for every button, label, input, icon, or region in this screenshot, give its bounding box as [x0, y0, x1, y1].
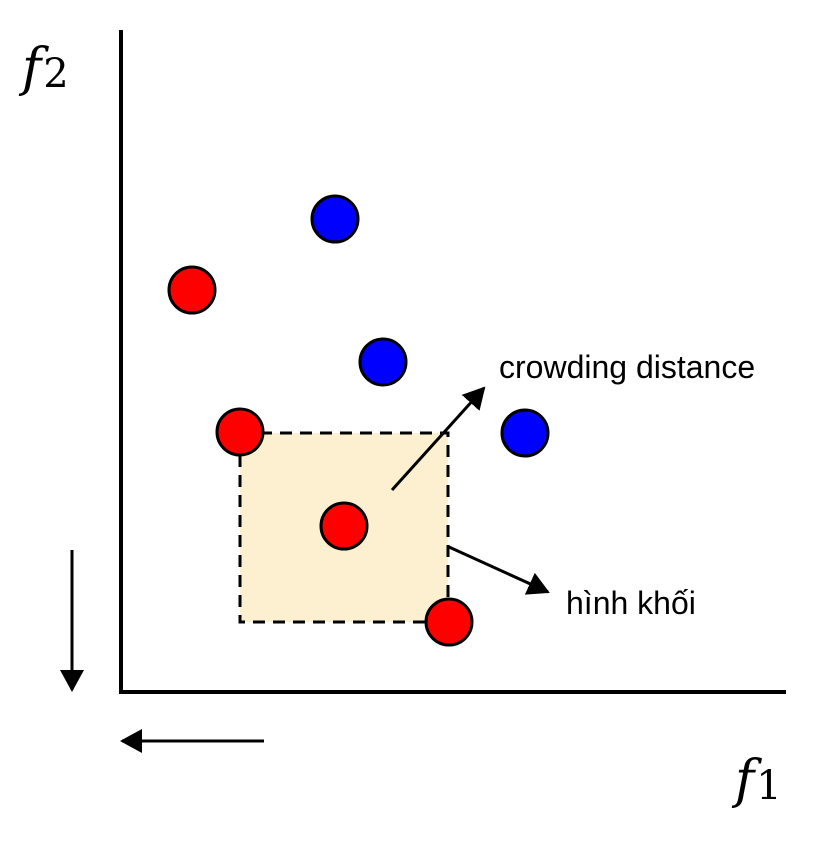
red-point — [215, 407, 265, 457]
x-axis-title: f1 — [731, 750, 782, 810]
blue-point — [358, 337, 408, 387]
red-point — [319, 501, 369, 551]
cuboid-label: hình khối — [566, 585, 696, 621]
points-layer — [167, 194, 550, 647]
red-point — [167, 265, 217, 315]
red-point — [424, 597, 474, 647]
crowding-distance-arrow — [390, 386, 486, 492]
cuboid-arrow — [448, 545, 550, 595]
crowding-distance-label: crowding distance — [499, 349, 755, 385]
blue-point — [500, 408, 550, 458]
y-axis-title: f2 — [18, 38, 69, 98]
blue-point — [310, 194, 360, 244]
